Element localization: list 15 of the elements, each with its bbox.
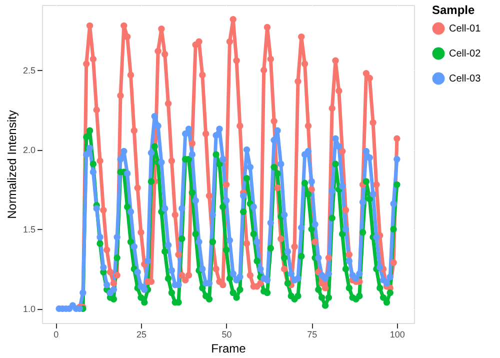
x-tick-label: 50 (222, 330, 232, 340)
legend-title: Sample (432, 3, 476, 17)
x-tick-label: 0 (54, 330, 59, 340)
legend-label: Cell-01 (449, 24, 482, 34)
y-tick-label: 2.5 (22, 66, 36, 76)
y-tick-label: 1.0 (22, 304, 36, 314)
x-tick-label: 100 (390, 330, 405, 340)
y-tick-label: 2.0 (22, 145, 36, 156)
x-axis-title: Frame (211, 342, 246, 356)
y-axis-title: Normalized Intensity (4, 110, 19, 219)
legend-label: Cell-03 (449, 74, 482, 84)
legend-label: Cell-02 (449, 48, 482, 60)
x-tick-label: 75 (307, 330, 318, 340)
y-tick-label: 1.5 (22, 224, 36, 235)
x-tick-label: 25 (136, 330, 146, 340)
